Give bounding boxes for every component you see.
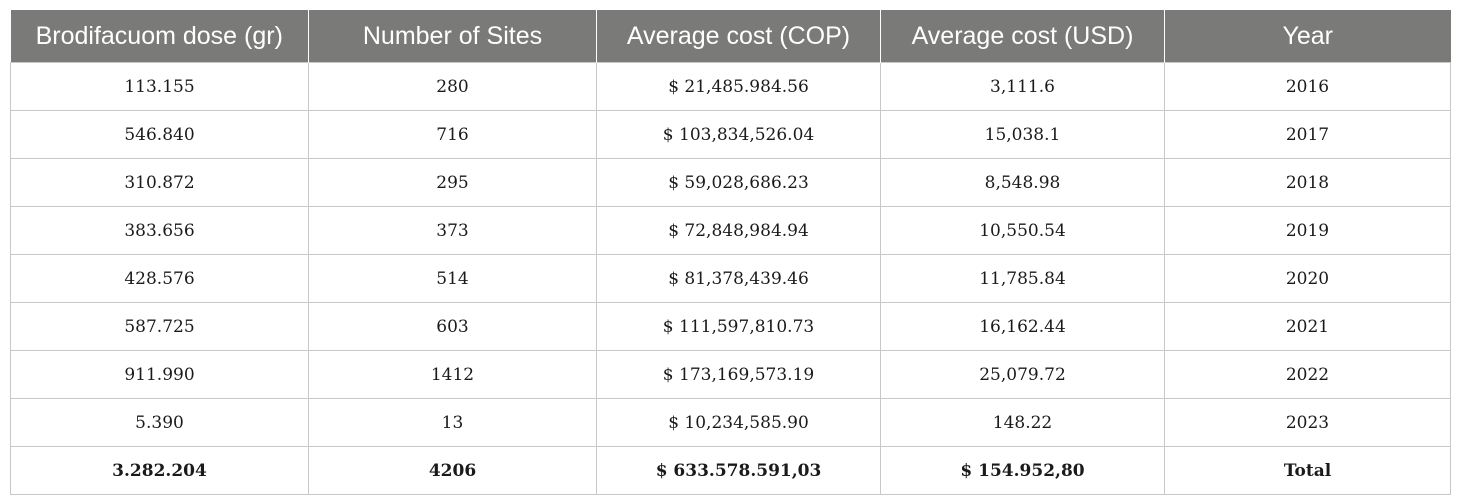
table-row: 587.725 603 $ 111,597,810.73 16,162.44 2… bbox=[10, 302, 1451, 351]
cell-year: 2019 bbox=[1164, 206, 1451, 255]
cell-dose: 911.990 bbox=[10, 350, 309, 399]
cell-year: 2017 bbox=[1164, 110, 1451, 159]
cell-cost-usd: 148.22 bbox=[880, 398, 1165, 447]
column-header-dose: Brodifacuom dose (gr) bbox=[10, 10, 309, 63]
cell-sites: 603 bbox=[308, 302, 597, 351]
cell-cost-cop: $ 103,834,526.04 bbox=[596, 110, 881, 159]
total-cost-cop: $ 633.578.591,03 bbox=[596, 446, 881, 495]
cell-year: 2022 bbox=[1164, 350, 1451, 399]
cell-cost-cop: $ 81,378,439.46 bbox=[596, 254, 881, 303]
table-row: 383.656 373 $ 72,848,984.94 10,550.54 20… bbox=[10, 206, 1451, 255]
cell-sites: 716 bbox=[308, 110, 597, 159]
cell-cost-usd: 8,548.98 bbox=[880, 158, 1165, 207]
cell-sites: 514 bbox=[308, 254, 597, 303]
column-header-cost-cop: Average cost (COP) bbox=[596, 10, 881, 63]
cell-cost-usd: 16,162.44 bbox=[880, 302, 1165, 351]
cell-cost-cop: $ 72,848,984.94 bbox=[596, 206, 881, 255]
cell-dose: 5.390 bbox=[10, 398, 309, 447]
total-label: Total bbox=[1164, 446, 1451, 495]
cell-dose: 587.725 bbox=[10, 302, 309, 351]
cell-cost-usd: 3,111.6 bbox=[880, 62, 1165, 111]
cell-cost-usd: 25,079.72 bbox=[880, 350, 1165, 399]
cell-sites: 1412 bbox=[308, 350, 597, 399]
cell-sites: 373 bbox=[308, 206, 597, 255]
cell-dose: 113.155 bbox=[10, 62, 309, 111]
cell-year: 2023 bbox=[1164, 398, 1451, 447]
cell-cost-cop: $ 111,597,810.73 bbox=[596, 302, 881, 351]
cell-sites: 295 bbox=[308, 158, 597, 207]
total-row: 3.282.204 4206 $ 633.578.591,03 $ 154.95… bbox=[10, 446, 1451, 495]
cell-cost-cop: $ 10,234,585.90 bbox=[596, 398, 881, 447]
table-row: 546.840 716 $ 103,834,526.04 15,038.1 20… bbox=[10, 110, 1451, 159]
column-header-cost-usd: Average cost (USD) bbox=[880, 10, 1165, 63]
table-row: 5.390 13 $ 10,234,585.90 148.22 2023 bbox=[10, 398, 1451, 447]
cell-cost-usd: 15,038.1 bbox=[880, 110, 1165, 159]
table-row: 113.155 280 $ 21,485.984.56 3,111.6 2016 bbox=[10, 62, 1451, 111]
cell-year: 2020 bbox=[1164, 254, 1451, 303]
table-row: 911.990 1412 $ 173,169,573.19 25,079.72 … bbox=[10, 350, 1451, 399]
cell-cost-usd: 10,550.54 bbox=[880, 206, 1165, 255]
cell-cost-usd: 11,785.84 bbox=[880, 254, 1165, 303]
cell-cost-cop: $ 59,028,686.23 bbox=[596, 158, 881, 207]
cell-dose: 428.576 bbox=[10, 254, 309, 303]
cell-sites: 13 bbox=[308, 398, 597, 447]
cell-sites: 280 bbox=[308, 62, 597, 111]
cell-year: 2018 bbox=[1164, 158, 1451, 207]
cell-cost-cop: $ 173,169,573.19 bbox=[596, 350, 881, 399]
header-row: Brodifacuom dose (gr) Number of Sites Av… bbox=[10, 10, 1451, 63]
cell-dose: 546.840 bbox=[10, 110, 309, 159]
total-dose: 3.282.204 bbox=[10, 446, 309, 495]
table-row: 310.872 295 $ 59,028,686.23 8,548.98 201… bbox=[10, 158, 1451, 207]
cell-dose: 383.656 bbox=[10, 206, 309, 255]
cell-dose: 310.872 bbox=[10, 158, 309, 207]
cell-year: 2016 bbox=[1164, 62, 1451, 111]
cell-year: 2021 bbox=[1164, 302, 1451, 351]
total-sites: 4206 bbox=[308, 446, 597, 495]
column-header-sites: Number of Sites bbox=[308, 10, 597, 63]
table-row: 428.576 514 $ 81,378,439.46 11,785.84 20… bbox=[10, 254, 1451, 303]
cell-cost-cop: $ 21,485.984.56 bbox=[596, 62, 881, 111]
data-table: Brodifacuom dose (gr) Number of Sites Av… bbox=[10, 10, 1451, 495]
total-cost-usd: $ 154.952,80 bbox=[880, 446, 1165, 495]
column-header-year: Year bbox=[1164, 10, 1451, 63]
